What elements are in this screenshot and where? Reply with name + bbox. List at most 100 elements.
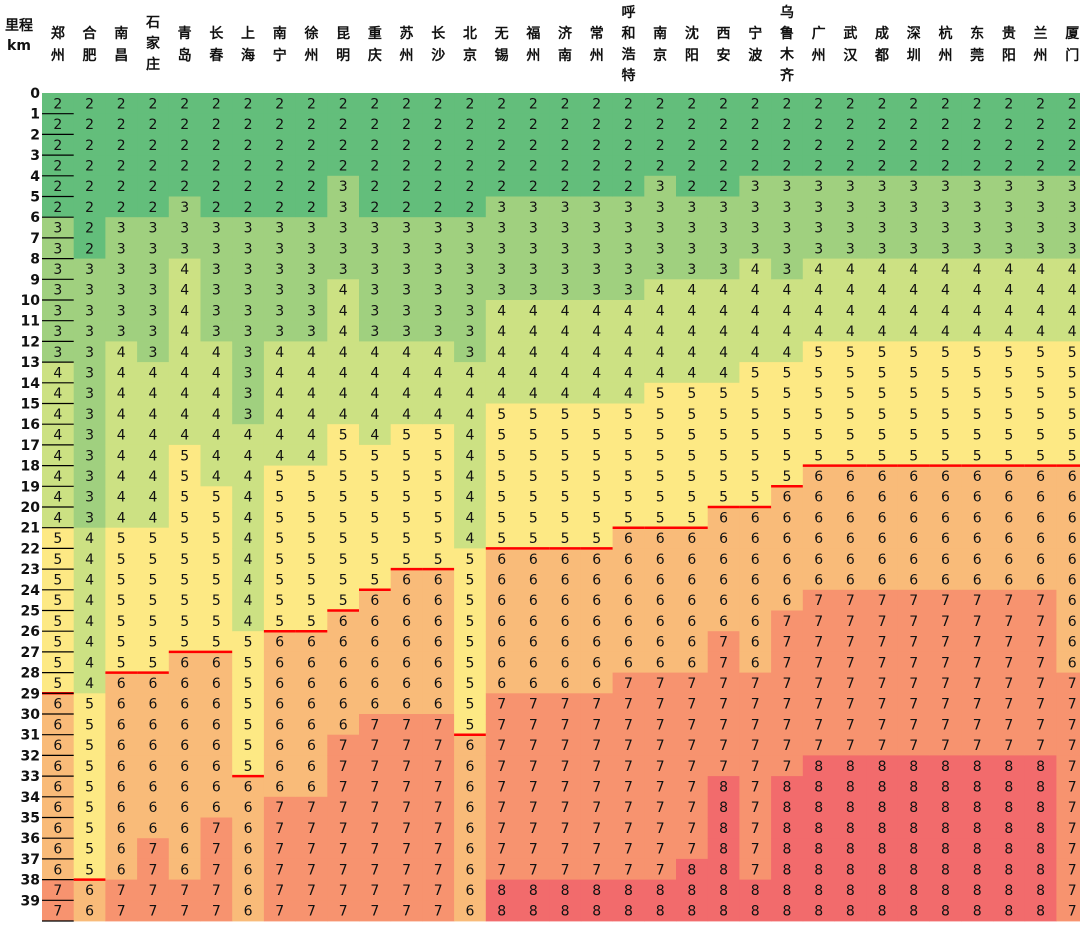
- cell-value-label: 4: [339, 386, 348, 402]
- heatmap-cell: [73, 217, 106, 239]
- cell-value-label: 2: [656, 96, 665, 112]
- heatmap-cell: [739, 465, 772, 487]
- heatmap-cell: [200, 113, 233, 135]
- cell-value-label: 5: [1004, 365, 1013, 381]
- cell-value-label: 8: [941, 821, 950, 837]
- cell-value-label: 7: [687, 697, 696, 713]
- heatmap-cell: [200, 341, 233, 363]
- heatmap-cell: [263, 465, 296, 487]
- cell-value-label: 5: [53, 531, 62, 547]
- heatmap-cell: [422, 486, 455, 508]
- cell-value-label: 3: [370, 283, 379, 299]
- cell-value-label: 4: [244, 552, 253, 568]
- heatmap-cell: [739, 858, 772, 880]
- heatmap-cell: [644, 237, 677, 259]
- heatmap-cell: [644, 486, 677, 508]
- heatmap-cell: [485, 134, 518, 156]
- cell-value-label: 6: [275, 655, 284, 671]
- heatmap-cell: [580, 113, 613, 135]
- heatmap-cell: [961, 155, 994, 177]
- heatmap-cell: [897, 569, 930, 591]
- cell-value-label: 2: [814, 138, 823, 154]
- heatmap-cell: [1024, 465, 1057, 487]
- heatmap-cell: [866, 900, 899, 922]
- cell-value-label: 3: [1068, 179, 1077, 195]
- heatmap-cell: [1024, 300, 1057, 322]
- cell-value-label: 6: [814, 490, 823, 506]
- cell-value-label: 8: [941, 759, 950, 775]
- cell-value-label: 4: [465, 365, 474, 381]
- heatmap-cell: [454, 134, 487, 156]
- heatmap-cell: [327, 341, 360, 363]
- cell-value-label: 8: [719, 883, 728, 899]
- cell-value-label: 6: [370, 676, 379, 692]
- heatmap-cell: [200, 155, 233, 177]
- cell-value-label: 2: [370, 158, 379, 174]
- cell-value-label: 2: [814, 117, 823, 133]
- km-tick-label: 19: [21, 479, 40, 495]
- cell-value-label: 4: [561, 386, 570, 402]
- heatmap-cell: [73, 589, 106, 611]
- heatmap-cell: [42, 424, 75, 446]
- cell-value-label: 6: [1068, 635, 1077, 651]
- cell-value-label: 3: [212, 221, 221, 237]
- cell-value-label: 7: [339, 779, 348, 795]
- cell-value-label: 5: [434, 531, 443, 547]
- cell-value-label: 6: [244, 779, 253, 795]
- heatmap-cell: [390, 175, 423, 197]
- cell-value-label: 3: [85, 283, 94, 299]
- city-header: 广州: [811, 25, 826, 64]
- km-tick-label: 12: [21, 334, 40, 350]
- heatmap-cell: [580, 341, 613, 363]
- heatmap-cell: [707, 113, 740, 135]
- heatmap-cell: [232, 486, 265, 508]
- heatmap-cell: [454, 817, 487, 839]
- cell-value-label: 6: [180, 759, 189, 775]
- cell-value-label: 8: [656, 883, 665, 899]
- cell-value-label: 5: [370, 531, 379, 547]
- cell-value-label: 6: [307, 655, 316, 671]
- cell-value-label: 5: [307, 614, 316, 630]
- heatmap-cell: [168, 341, 201, 363]
- cell-value-label: 3: [212, 262, 221, 278]
- heatmap-cell: [1024, 776, 1057, 798]
- heatmap-cell: [739, 196, 772, 218]
- heatmap-cell: [105, 817, 138, 839]
- cell-value-label: 5: [85, 717, 94, 733]
- cell-value-label: 6: [1068, 572, 1077, 588]
- heatmap-cell: [200, 858, 233, 880]
- cell-value-label: 2: [117, 158, 126, 174]
- heatmap-cell: [612, 900, 645, 922]
- heatmap-cell: [739, 631, 772, 653]
- heatmap-cell: [42, 175, 75, 197]
- cell-value-label: 5: [687, 407, 696, 423]
- heatmap-cell: [137, 382, 170, 404]
- heatmap-cell: [834, 776, 867, 798]
- heatmap-cell: [42, 900, 75, 922]
- heatmap-cell: [549, 900, 582, 922]
- cell-value-label: 6: [624, 593, 633, 609]
- cell-value-label: 2: [148, 158, 157, 174]
- heatmap-cell: [517, 424, 550, 446]
- city-header: 乌鲁木齐: [779, 4, 795, 84]
- cell-value-label: 4: [117, 490, 126, 506]
- heatmap-cell: [676, 134, 709, 156]
- heatmap-cell: [929, 569, 962, 591]
- cell-value-label: 5: [117, 655, 126, 671]
- km-tick-label: 1: [30, 107, 40, 123]
- cell-value-label: 3: [561, 221, 570, 237]
- cell-value-label: 8: [1036, 821, 1045, 837]
- cell-value-label: 7: [1036, 614, 1045, 630]
- heatmap-cell: [327, 507, 360, 529]
- heatmap-cell: [232, 175, 265, 197]
- cell-value-label: 7: [592, 697, 601, 713]
- cell-value-label: 8: [561, 904, 570, 920]
- heatmap-cell: [993, 93, 1026, 115]
- cell-value-label: 6: [275, 635, 284, 651]
- heatmap-cell: [327, 589, 360, 611]
- heatmap-cell: [834, 217, 867, 239]
- cell-value-label: 2: [1068, 138, 1077, 154]
- heatmap-cell: [42, 341, 75, 363]
- cell-value-label: 5: [1068, 365, 1077, 381]
- heatmap-cell: [993, 838, 1026, 860]
